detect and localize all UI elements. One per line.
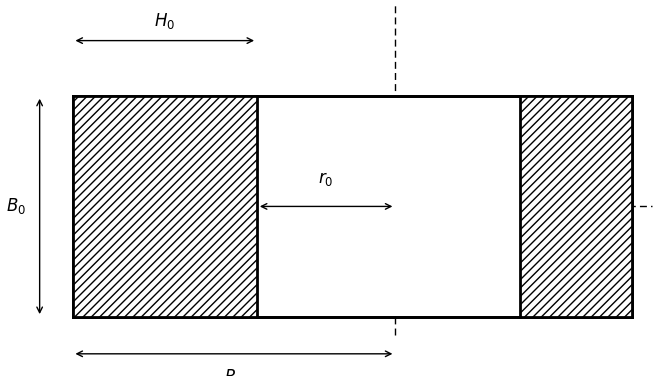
Text: $R_0$: $R_0$ <box>224 367 244 376</box>
Text: $B_0$: $B_0$ <box>7 196 26 217</box>
Bar <box>520 96 632 317</box>
Text: $r_0$: $r_0$ <box>319 170 334 188</box>
Bar <box>73 96 632 317</box>
Text: $H_0$: $H_0$ <box>154 11 175 31</box>
Bar <box>73 96 257 317</box>
